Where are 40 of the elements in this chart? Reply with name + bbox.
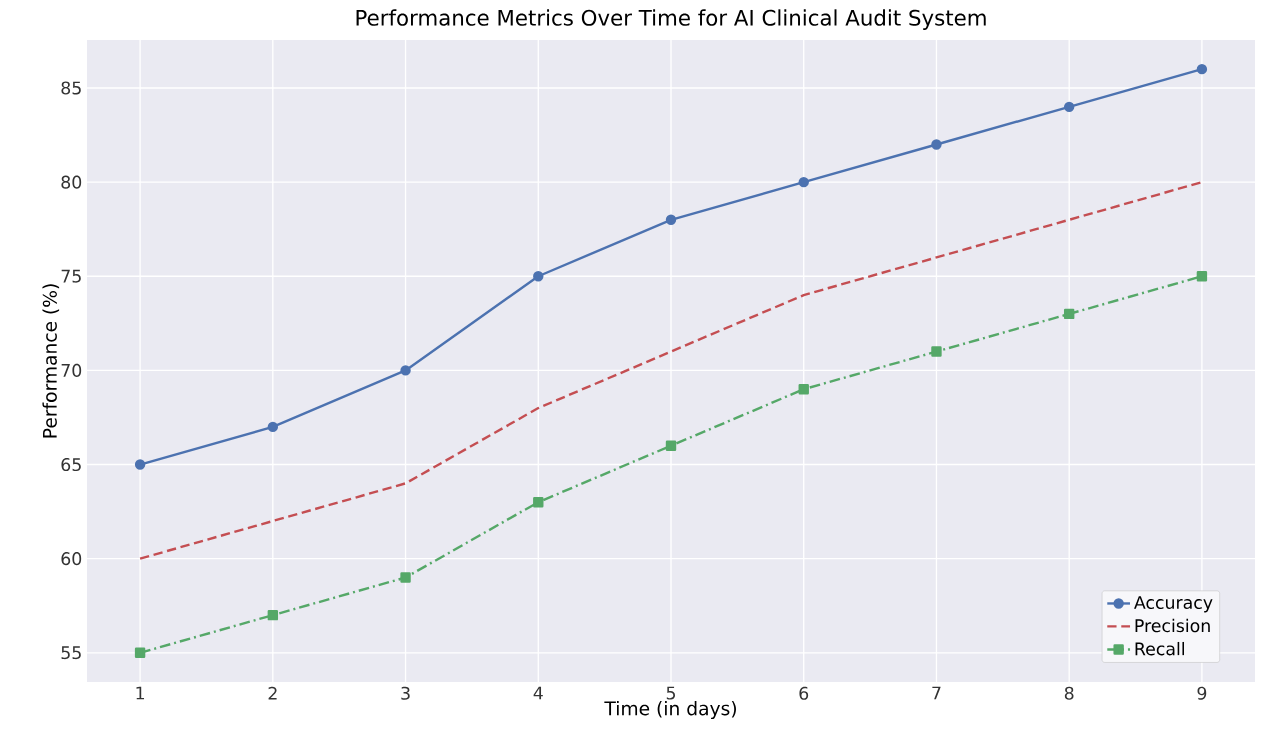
x-tick-label: 5 bbox=[666, 686, 676, 700]
point bbox=[1196, 271, 1208, 282]
point bbox=[134, 459, 146, 470]
x-tick-label: 6 bbox=[799, 686, 809, 700]
legend-label: Accuracy bbox=[1134, 596, 1213, 613]
point bbox=[267, 609, 279, 621]
y-tick-label: 80 bbox=[61, 175, 82, 189]
x-tick-label: 8 bbox=[1064, 686, 1074, 700]
point bbox=[931, 139, 942, 150]
point bbox=[134, 647, 146, 658]
point bbox=[798, 176, 809, 188]
x-tick-label: 3 bbox=[401, 686, 410, 700]
point bbox=[400, 365, 411, 376]
point bbox=[665, 440, 677, 451]
legend-label: Recall bbox=[1135, 641, 1185, 656]
x-tick-label: 4 bbox=[533, 686, 543, 700]
x-tick-label: 2 bbox=[268, 686, 277, 700]
point bbox=[267, 421, 279, 433]
point bbox=[533, 496, 544, 508]
x-tick-label: 7 bbox=[932, 686, 941, 700]
x-axis-title: Time (in days) bbox=[604, 700, 737, 720]
point bbox=[400, 572, 411, 583]
y-tick-label: 85 bbox=[61, 81, 81, 95]
y-tick-label: 60 bbox=[61, 552, 82, 566]
point bbox=[1063, 101, 1075, 113]
y-axis-title: Performance (%) bbox=[42, 284, 60, 438]
y-tick-label: 70 bbox=[61, 363, 82, 377]
point bbox=[798, 384, 809, 395]
legend-label: Precision bbox=[1135, 618, 1210, 633]
x-tick-label: 1 bbox=[136, 686, 145, 700]
point bbox=[665, 214, 677, 225]
point bbox=[931, 346, 942, 357]
chart-title: Performance Metrics Over Time for AI Clinical Audit System bbox=[356, 9, 986, 30]
point bbox=[533, 271, 544, 282]
y-tick-label: 75 bbox=[61, 269, 81, 283]
point bbox=[1063, 308, 1075, 320]
y-tick-label: 65 bbox=[61, 457, 81, 472]
x-tick-label: 9 bbox=[1197, 686, 1207, 700]
y-tick-label: 55 bbox=[61, 646, 81, 660]
point bbox=[1196, 63, 1208, 75]
